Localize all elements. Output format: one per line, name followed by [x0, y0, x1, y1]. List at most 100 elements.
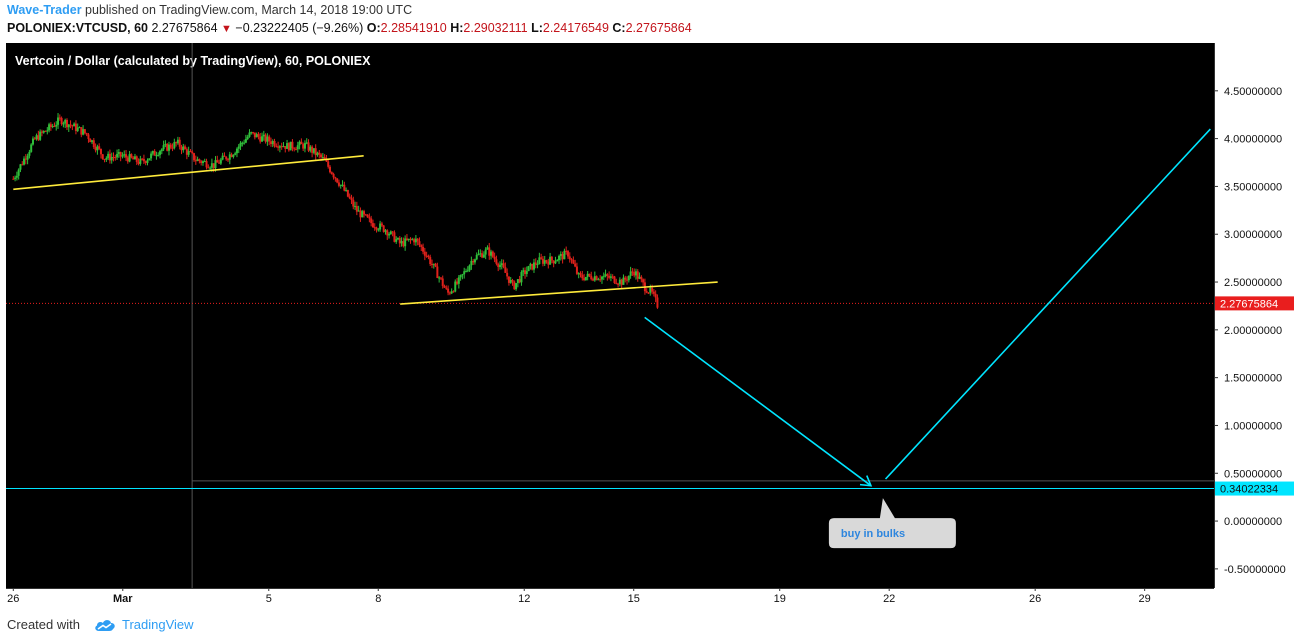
candle-body — [527, 266, 530, 272]
candle-body — [395, 239, 398, 242]
candle-body — [511, 280, 514, 282]
candle-body — [295, 149, 298, 151]
tradingview-cloud-icon — [95, 619, 115, 631]
candle-body — [445, 287, 448, 289]
candle-body — [436, 266, 439, 279]
candle-body — [391, 231, 394, 233]
candle-body — [336, 178, 339, 183]
candle-body — [345, 190, 348, 192]
candle-body — [522, 270, 525, 272]
close-label: C: — [612, 21, 626, 35]
candle-body — [318, 152, 321, 155]
candle-body — [334, 177, 337, 179]
candle-body — [91, 140, 94, 143]
price-chart[interactable]: Vertcoin / Dollar (calculated by Trading… — [6, 43, 1296, 606]
candle-body — [380, 223, 383, 226]
target-price-tag: 0.34022334 — [1220, 484, 1278, 496]
x-tick-label: 22 — [883, 593, 895, 605]
tradingview-link[interactable]: TradingView — [86, 617, 194, 632]
candle-body — [261, 136, 264, 142]
candle-body — [515, 283, 518, 290]
price-levels — [6, 302, 1214, 490]
candle-body — [203, 161, 206, 163]
candle-body — [393, 232, 396, 242]
candle-body — [592, 279, 595, 281]
candle-body — [46, 130, 49, 132]
candle-body — [432, 263, 435, 265]
symbol-label: POLONIEX:VTCUSD, 60 — [7, 21, 148, 35]
candle-body — [599, 279, 602, 281]
candle-body — [257, 134, 260, 137]
chart-title: Vertcoin / Dollar (calculated by Trading… — [15, 54, 371, 68]
candle-body — [273, 141, 276, 146]
price-change: −0.23222405 (−9.26%) — [235, 21, 364, 35]
candle-body — [640, 276, 643, 280]
candle-body — [504, 267, 507, 273]
candle-body — [422, 246, 425, 252]
time-axis[interactable]: 26 Mar 5 8 12 15 19 22 26 29 — [7, 588, 1151, 605]
candle-body — [509, 280, 512, 283]
candle-body — [323, 156, 326, 160]
candle-body — [506, 272, 509, 277]
candle-body — [189, 151, 192, 153]
candle-body — [40, 131, 43, 133]
candle-body — [443, 285, 446, 288]
x-tick-label: 26 — [1029, 593, 1041, 605]
candle-body — [407, 238, 410, 241]
candle-body — [656, 297, 659, 308]
candle-body — [300, 141, 303, 145]
candle-body — [626, 279, 629, 281]
down-arrow-icon: ▼ — [221, 23, 232, 35]
candle-body — [286, 143, 289, 149]
low-value: 2.24176549 — [542, 21, 609, 35]
candle-body — [654, 293, 657, 298]
candle-body — [132, 157, 135, 160]
candle-body — [85, 133, 88, 135]
candle-body — [235, 148, 238, 154]
close-value: 2.27675864 — [625, 21, 692, 35]
candle-body — [26, 155, 29, 160]
plot-background — [6, 43, 1214, 588]
candle-body — [502, 263, 505, 268]
candle-body — [493, 256, 496, 260]
candle-body — [173, 142, 176, 149]
candle-body — [239, 142, 242, 147]
candle-body — [180, 146, 183, 151]
candle-body — [200, 161, 203, 163]
candle-body — [379, 223, 382, 230]
candle-body — [105, 158, 108, 160]
candle-body — [597, 279, 600, 281]
y-tick-label: 1.50000000 — [1224, 373, 1282, 385]
x-tick-label: 15 — [628, 593, 640, 605]
candle-body — [556, 260, 559, 262]
candle-body — [479, 253, 482, 255]
candle-body — [518, 279, 521, 283]
candle-body — [404, 238, 407, 247]
y-tick-label: -0.50000000 — [1224, 564, 1286, 576]
candle-body — [604, 274, 607, 277]
candle-body — [65, 119, 68, 128]
candle-body — [184, 146, 187, 150]
candle-body — [633, 272, 636, 276]
candle-body — [92, 140, 95, 148]
candle-body — [264, 134, 267, 142]
candle-body — [525, 271, 528, 274]
candle-body — [67, 124, 70, 128]
x-tick-label: 26 — [7, 593, 19, 605]
y-tick-label: 1.00000000 — [1224, 420, 1282, 432]
candle-body — [491, 251, 494, 257]
candle-body — [332, 174, 335, 178]
open-label: O: — [366, 21, 381, 35]
price-axis[interactable]: 4.50000000 4.00000000 3.50000000 3.00000000… — [1214, 86, 1294, 576]
candle-body — [536, 264, 539, 266]
candle-body — [583, 278, 586, 281]
author-link[interactable]: Wave-Trader — [7, 3, 82, 17]
candle-body — [600, 276, 603, 280]
candle-body — [107, 153, 110, 159]
candle-body — [250, 132, 253, 134]
y-tick-label: 3.50000000 — [1224, 181, 1282, 193]
candle-body — [373, 227, 376, 229]
candle-body — [361, 211, 364, 218]
candle-body — [606, 274, 609, 276]
candle-body — [371, 223, 374, 228]
